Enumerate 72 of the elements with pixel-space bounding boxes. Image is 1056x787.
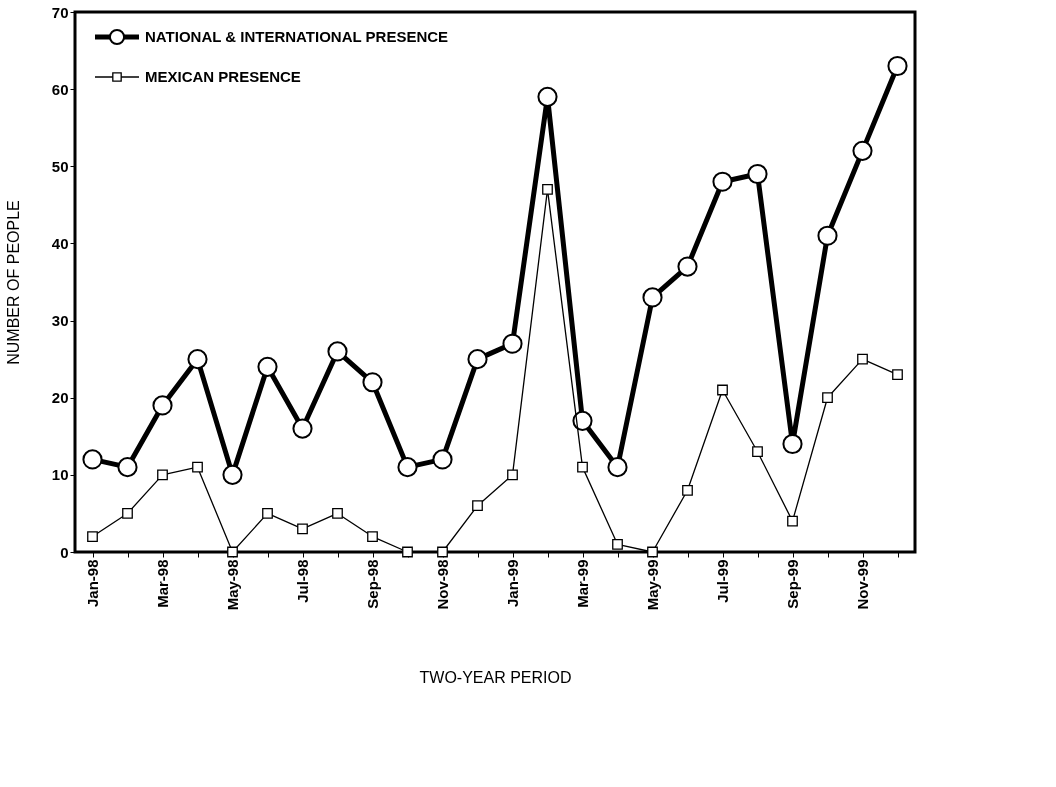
x-tick-label: Jan-99: [504, 559, 521, 608]
point: [192, 461, 203, 473]
point: [402, 546, 413, 558]
x-tick-label: Jul-99: [714, 559, 731, 603]
point: [327, 341, 348, 362]
point: [262, 508, 273, 519]
point: [87, 531, 98, 542]
point: [747, 163, 768, 185]
point: [432, 449, 453, 470]
x-tick-label: Nov-98: [434, 559, 451, 610]
y-tick-label: 0: [60, 543, 69, 561]
x-axis-title: TWO-YEAR PERIOD: [419, 669, 572, 687]
point: [887, 55, 908, 77]
y-tick-label: 10: [51, 466, 69, 484]
point: [787, 515, 798, 527]
point: [437, 546, 448, 558]
y-axis-title: NUMBER OF PEOPLE: [4, 200, 22, 365]
point: [752, 446, 763, 458]
x-tick-label: Mar-99: [574, 559, 591, 608]
point: [612, 538, 623, 550]
x-tick-label: May-99: [644, 559, 661, 611]
point: [857, 353, 868, 365]
point: [227, 546, 238, 558]
legend-label: MEXICAN PRESENCE: [145, 68, 301, 85]
point: [817, 225, 838, 246]
point: [677, 256, 698, 277]
point: [537, 86, 558, 107]
x-tick-label: Jan-98: [84, 559, 101, 608]
point: [642, 287, 663, 308]
y-tick-label: 40: [51, 234, 69, 252]
point: [717, 384, 728, 396]
point: [367, 531, 378, 542]
point: [257, 356, 278, 377]
x-tick-label: Sep-98: [364, 559, 381, 609]
point: [712, 171, 733, 192]
y-tick-label: 20: [51, 389, 69, 407]
point: [157, 469, 168, 481]
point: [152, 395, 173, 416]
point: [117, 457, 138, 478]
point: [682, 484, 693, 496]
point: [607, 457, 628, 478]
point: [397, 457, 418, 478]
x-tick-label: May-98: [224, 559, 241, 611]
point: [542, 184, 553, 195]
point: [822, 392, 833, 404]
y-tick-label: 70: [51, 3, 69, 21]
point: [852, 140, 873, 161]
x-tick-label: Sep-99: [784, 559, 801, 609]
point: [467, 349, 488, 370]
point: [362, 372, 383, 393]
point: [122, 508, 133, 519]
point: [892, 369, 903, 380]
point: [507, 469, 518, 481]
point: [82, 449, 103, 470]
point: [187, 349, 208, 370]
point: [572, 410, 593, 431]
point: [647, 546, 658, 558]
point: [332, 508, 343, 519]
y-tick-label: 30: [51, 312, 69, 330]
y-tick-label: 60: [51, 80, 69, 98]
point: [222, 464, 243, 485]
point: [297, 523, 308, 535]
point: [472, 500, 483, 512]
x-tick-label: Nov-99: [854, 559, 871, 610]
point: [292, 418, 313, 439]
x-tick-label: Mar-98: [154, 559, 171, 608]
legend-label: NATIONAL & INTERNATIONAL PRESENCE: [145, 28, 449, 45]
point: [502, 333, 523, 354]
point: [577, 461, 588, 473]
point: [782, 433, 803, 455]
x-tick-label: Jul-98: [294, 559, 311, 603]
y-tick-label: 50: [51, 157, 69, 175]
